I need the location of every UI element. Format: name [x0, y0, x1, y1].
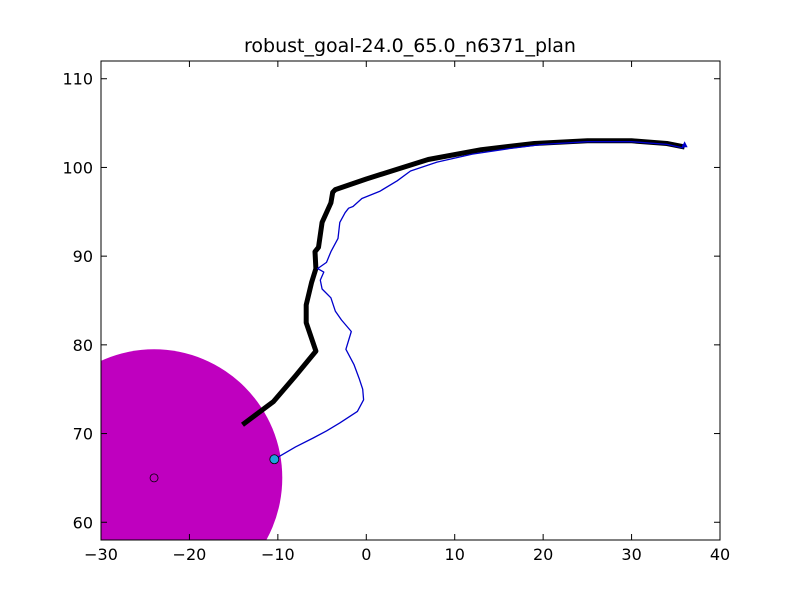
chart-title: robust_goal-24.0_65.0_n6371_plan [244, 35, 576, 57]
start-marker [269, 454, 280, 465]
x-tick-label: −10 [261, 545, 295, 564]
x-tick-label: 0 [361, 545, 371, 564]
axis-ticks: −30 −20 −10 0 10 20 30 40 60 70 80 90 100 110 [62, 61, 730, 564]
goal-center-marker [149, 473, 159, 483]
axes-frame [100, 60, 721, 541]
y-tick-label: 70 [73, 425, 93, 444]
y-tick-label: 60 [73, 513, 93, 532]
y-tick-label: 100 [62, 158, 93, 177]
executed-path-line [273, 141, 684, 460]
x-tick-label: 10 [445, 545, 465, 564]
goal-region [101, 349, 283, 540]
end-marker [681, 141, 688, 148]
x-tick-label: −30 [84, 545, 118, 564]
x-tick-label: 30 [621, 545, 641, 564]
x-tick-label: 40 [710, 545, 730, 564]
x-tick-label: 20 [533, 545, 553, 564]
y-tick-label: 90 [73, 247, 93, 266]
plot-area [101, 138, 688, 540]
x-tick-label: −20 [173, 545, 207, 564]
y-tick-label: 110 [62, 70, 93, 89]
y-tick-label: 80 [73, 336, 93, 355]
planned-path-line [241, 138, 686, 427]
